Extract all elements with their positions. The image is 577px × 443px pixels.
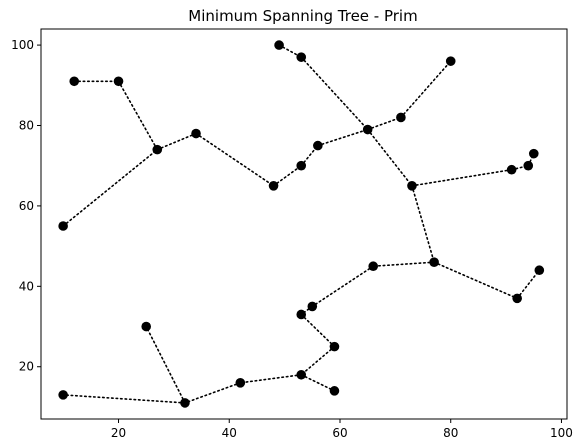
tree-edge <box>300 313 336 348</box>
y-axis: 20 40 60 80 100 <box>11 38 41 374</box>
tree-node-point <box>534 265 545 276</box>
tree-nodes <box>58 40 545 408</box>
tree-node-point <box>191 128 201 139</box>
tree-node-point <box>274 40 284 50</box>
y-tick-label: 80 <box>19 118 34 132</box>
tree-node-point <box>58 221 68 231</box>
tree-node-point <box>313 140 323 151</box>
tree-edge <box>117 80 159 151</box>
tree-node-point <box>235 378 246 388</box>
tree-edge <box>62 394 186 404</box>
tree-node-point <box>368 261 379 272</box>
tree-node-point <box>152 144 163 155</box>
tree-node-point <box>58 390 68 400</box>
x-tick-label: 20 <box>111 426 126 440</box>
tree-edge <box>272 164 303 187</box>
tree-edge <box>400 60 452 119</box>
tree-node-point <box>141 321 151 332</box>
tree-node-point <box>296 309 307 320</box>
tree-edge <box>145 325 186 404</box>
tree-node-point <box>362 124 373 135</box>
tree-edge <box>433 261 518 300</box>
tree-node-point <box>69 76 80 87</box>
tree-node-point <box>113 76 124 87</box>
tree-node-point <box>407 181 417 191</box>
tree-edge <box>300 345 336 376</box>
y-tick-label: 40 <box>19 279 34 293</box>
tree-node-point <box>528 148 539 159</box>
tree-edge <box>366 116 402 131</box>
x-axis: 20 40 60 80 100 <box>111 419 573 440</box>
tree-node-point <box>506 164 517 175</box>
y-tick-label: 60 <box>19 199 34 213</box>
tree-node-point <box>329 341 340 352</box>
tree-edge <box>239 373 303 384</box>
x-tick-label: 80 <box>443 426 458 440</box>
tree-edge <box>317 128 369 147</box>
tree-edge <box>300 56 369 131</box>
x-tick-label: 40 <box>222 426 237 440</box>
tree-edge <box>366 128 413 187</box>
tree-edge <box>311 265 375 308</box>
tree-node-point <box>296 369 307 380</box>
tree-node-point <box>307 301 318 312</box>
tree-node-point <box>523 160 534 171</box>
tree-edge <box>300 373 336 392</box>
tree-node-point <box>445 56 456 66</box>
tree-edge <box>411 185 435 263</box>
y-tick-label: 20 <box>19 360 34 374</box>
tree-edge <box>411 168 513 187</box>
x-tick-label: 60 <box>332 426 347 440</box>
tree-node-point <box>329 386 340 396</box>
y-tick-label: 100 <box>11 38 34 52</box>
tree-node-point <box>296 52 307 62</box>
tree-edges <box>62 44 541 404</box>
x-tick-label: 100 <box>550 426 573 440</box>
tree-edge <box>372 261 435 268</box>
tree-edge <box>195 132 275 187</box>
tree-node-point <box>180 398 190 408</box>
tree-node-point <box>296 160 307 171</box>
tree-node-point <box>396 112 406 123</box>
tree-edge <box>516 269 541 300</box>
tree-node-point <box>429 257 439 267</box>
tree-node-point <box>268 181 279 191</box>
tree-node-point <box>512 293 522 304</box>
tree-edge <box>62 148 159 227</box>
plot-frame <box>40 28 568 420</box>
chart-title: Minimum Spanning Tree - Prim <box>188 7 417 25</box>
tree-edge <box>184 382 242 404</box>
tree-edge <box>156 132 197 151</box>
